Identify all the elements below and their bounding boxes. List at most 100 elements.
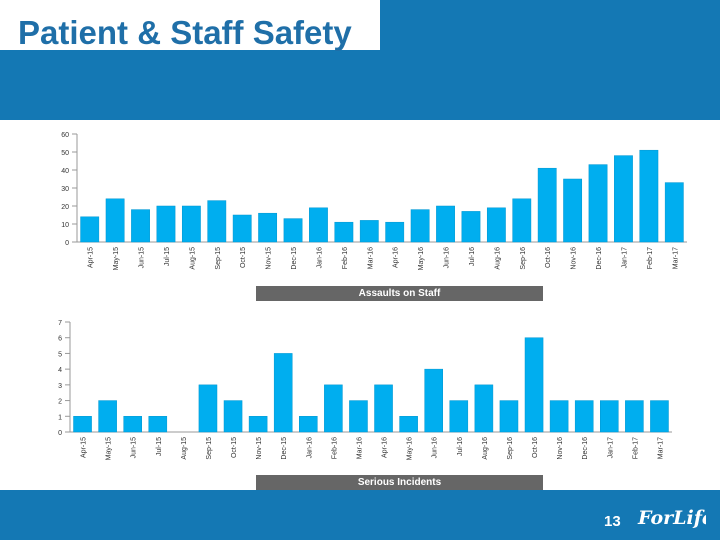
x-tick-label: Feb-16 [331, 437, 338, 459]
x-tick-label: Dec-15 [291, 247, 298, 270]
x-tick-label: Feb-17 [647, 247, 654, 269]
x-tick-label: May-16 [407, 437, 414, 460]
bar [309, 207, 328, 243]
y-tick-label: 3 [58, 383, 62, 390]
bar [248, 416, 268, 433]
bar [614, 155, 633, 243]
x-tick-label: Nov-16 [571, 247, 578, 270]
x-tick-label: Sep-15 [206, 437, 213, 460]
y-tick-label: 0 [58, 430, 62, 437]
y-tick-label: 5 [58, 351, 62, 358]
bar [374, 384, 393, 433]
page-title: Patient & Staff Safety [18, 14, 352, 51]
bar [207, 200, 227, 243]
x-tick-label: Aug-15 [189, 247, 196, 270]
bar [449, 400, 469, 433]
bar [399, 416, 418, 433]
bar [436, 205, 455, 243]
x-tick-label: Mar-17 [672, 247, 679, 269]
bar [424, 368, 443, 433]
y-tick-label: 40 [61, 168, 69, 175]
assaults-chart-title: Assaults on Staff [256, 286, 543, 301]
bar [549, 400, 569, 433]
x-tick-label: Jan-16 [316, 247, 323, 269]
bar [625, 400, 644, 433]
x-tick-label: Jun-15 [131, 437, 138, 459]
x-tick-label: Dec-15 [281, 437, 288, 460]
bar [334, 221, 354, 243]
bar [73, 416, 92, 433]
bar [156, 205, 176, 243]
x-tick-label: Aug-16 [482, 437, 489, 460]
bar [223, 400, 243, 433]
bar [181, 205, 201, 243]
assaults-chart: 0 10 20 30 40 50 60 Apr-15 May-15 Jun-15 Jul-15 Aug… [61, 132, 687, 270]
x-tick-label: Mar-17 [657, 437, 664, 459]
y-tick-label: 1 [58, 414, 62, 421]
svg-text:ForLife: ForLife [637, 507, 706, 529]
bar [131, 209, 150, 243]
bar [474, 384, 494, 433]
x-tick-label: Aug-15 [181, 437, 188, 460]
bar [664, 182, 684, 243]
x-tick-label: Jun-16 [444, 247, 451, 269]
bar [80, 216, 100, 243]
x-tick-label: Oct-16 [545, 247, 552, 268]
x-tick-label: Apr-15 [88, 247, 95, 268]
x-tick-label: Aug-16 [494, 247, 501, 270]
x-tick-label: Apr-15 [81, 437, 88, 458]
bar [486, 207, 506, 243]
incidents-chart-title: Serious Incidents [256, 475, 543, 490]
footer-band [0, 490, 720, 540]
x-tick-label: Mar-16 [356, 437, 363, 459]
bar [148, 416, 168, 433]
bar [563, 178, 583, 243]
x-tick-label: Feb-16 [342, 247, 349, 269]
bar [258, 212, 278, 243]
bar [123, 416, 142, 433]
x-tick-label: Jan-16 [306, 437, 313, 459]
forlife-logo: ForLife [637, 507, 706, 529]
x-tick-label: Sep-16 [507, 437, 514, 460]
bar [232, 214, 252, 243]
bar [273, 353, 293, 433]
x-tick-label: Nov-15 [256, 437, 263, 460]
bar [198, 384, 218, 433]
x-tick-label: Jan-17 [621, 247, 628, 269]
x-tick-label: Sep-16 [520, 247, 527, 270]
y-tick-label: 60 [61, 132, 69, 139]
incidents-chart: 0 1 2 3 4 5 6 7 Apr-15 May-15 Jun-15 Jul-15 Aug-15 Se… [58, 320, 672, 460]
x-tick-label: Dec-16 [582, 437, 589, 460]
y-tick-label: 10 [61, 222, 69, 229]
bar [537, 167, 557, 243]
x-tick-label: Jun-15 [139, 247, 146, 269]
bar [461, 211, 481, 243]
y-tick-label: 2 [58, 399, 62, 406]
bar [385, 221, 405, 243]
bar [574, 400, 594, 433]
x-tick-label: Jul-15 [156, 437, 163, 456]
bar [283, 218, 303, 243]
bar [650, 400, 669, 433]
bar [359, 220, 379, 243]
y-tick-label: 30 [61, 186, 69, 193]
bar [588, 164, 608, 243]
x-tick-label: Apr-16 [393, 247, 400, 268]
x-tick-label: Nov-15 [266, 247, 273, 270]
y-tick-label: 6 [58, 336, 62, 343]
bar [324, 384, 343, 433]
x-tick-label: Dec-16 [596, 247, 603, 270]
x-tick-label: Mar-16 [367, 247, 374, 269]
x-tick-label: Oct-15 [231, 437, 238, 458]
bar [349, 400, 368, 433]
bar [499, 400, 519, 433]
x-tick-label: Jul-16 [469, 247, 476, 266]
x-tick-label: Feb-17 [632, 437, 639, 459]
x-tick-label: Jun-16 [432, 437, 439, 459]
x-tick-label: Jul-15 [164, 247, 171, 266]
x-tick-label: Sep-15 [215, 247, 222, 270]
y-tick-label: 7 [58, 320, 62, 327]
x-tick-label: Jul-16 [457, 437, 464, 456]
x-tick-label: May-15 [106, 437, 113, 460]
x-tick-label: Jan-17 [607, 437, 614, 459]
